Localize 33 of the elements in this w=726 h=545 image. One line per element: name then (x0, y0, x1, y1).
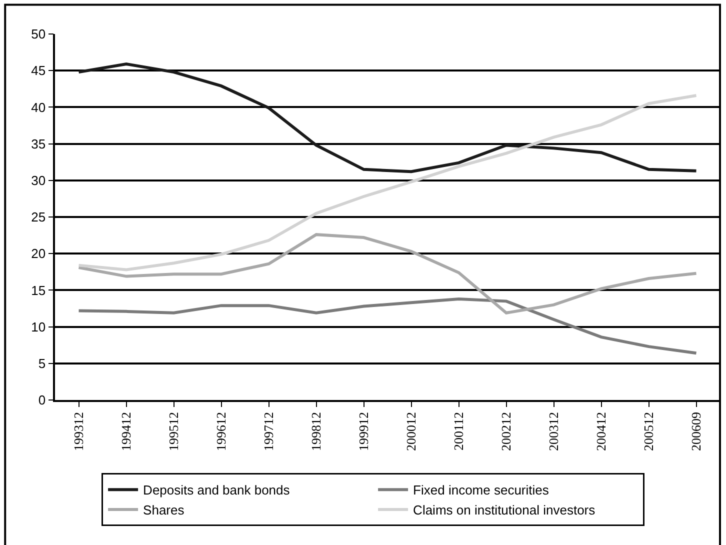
y-tick-label: 40 (31, 100, 46, 115)
y-tick-label: 20 (31, 246, 46, 262)
y-tick-label: 45 (31, 63, 46, 78)
x-tick-label: 200512 (640, 412, 656, 451)
y-tick-label: 50 (31, 26, 46, 42)
x-tick-label: 199512 (166, 412, 181, 451)
x-tick-label: 199612 (213, 412, 228, 451)
x-tick-label: 199912 (356, 412, 371, 451)
line-series (77, 233, 698, 314)
x-tick-label: 199712 (260, 412, 276, 451)
legend-label: Claims on institutional investors (413, 502, 596, 518)
y-tick-label: 5 (38, 356, 46, 371)
x-tick-label: 200312 (546, 412, 561, 451)
line-series (77, 297, 698, 355)
x-tick-label: 200012 (403, 412, 418, 451)
legend-label: Deposits and bank bonds (143, 482, 290, 498)
x-tick-label: 200412 (593, 412, 608, 451)
x-tick-label: 199812 (308, 412, 324, 451)
legend-label: Shares (143, 502, 185, 518)
y-tick-label: 25 (31, 210, 46, 225)
line-series (77, 62, 698, 174)
y-tick-label: 35 (31, 136, 46, 152)
line-series (77, 94, 698, 272)
x-tick-label: 200609 (688, 412, 704, 451)
x-tick-label: 200212 (498, 412, 514, 451)
x-tick-label: 200112 (450, 412, 466, 450)
y-tick-label: 15 (31, 282, 46, 298)
legend-label: Fixed income securities (413, 482, 550, 498)
y-tick-label: 0 (38, 392, 46, 408)
x-tick-label: 199312 (70, 412, 86, 451)
x-tick-label: 199412 (118, 412, 134, 451)
y-tick-label: 10 (31, 319, 46, 334)
y-tick-label: 30 (31, 172, 46, 188)
